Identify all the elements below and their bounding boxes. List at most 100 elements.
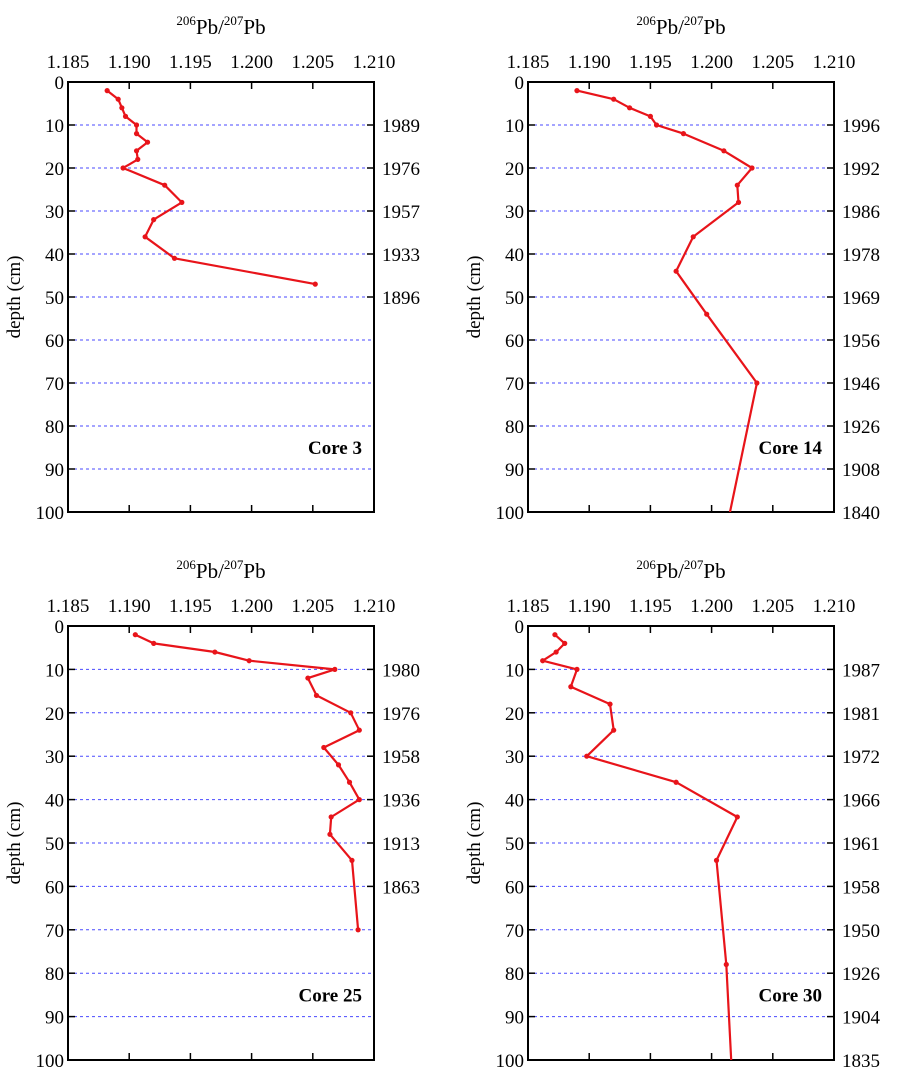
data-point — [653, 122, 660, 128]
y-tick-label: 90 — [45, 1008, 64, 1029]
date-tick-label: 1992 — [842, 159, 880, 180]
data-point — [346, 779, 353, 785]
y-tick-label: 20 — [505, 159, 524, 180]
data-point — [735, 199, 742, 205]
data-point — [356, 797, 362, 803]
x-tick-label: 1.200 — [230, 596, 273, 617]
data-point — [552, 632, 558, 638]
data-point — [133, 148, 140, 154]
title-isotope-superscript: 206 — [176, 13, 196, 28]
date-tick-label: 1904 — [842, 1008, 881, 1029]
x-tick-label: 1.190 — [108, 596, 151, 617]
core-label: Core 25 — [299, 985, 363, 1006]
data-point — [673, 268, 679, 274]
data-point — [151, 217, 157, 223]
date-tick-label: 1958 — [842, 877, 880, 898]
chart-title: 206Pb/207Pb — [176, 557, 265, 583]
data-series-line — [576, 89, 759, 512]
date-tick-label: 1896 — [382, 288, 420, 309]
y-tick-label: 30 — [505, 202, 524, 223]
data-point — [553, 649, 559, 655]
y-tick-label: 0 — [515, 617, 525, 638]
y-tick-label: 0 — [55, 617, 65, 638]
date-tick-label: 1969 — [842, 288, 880, 309]
x-tick-label: 1.190 — [108, 52, 151, 73]
data-point — [562, 640, 568, 646]
y-tick-label: 90 — [505, 460, 524, 481]
data-point — [312, 281, 318, 287]
x-tick-label: 1.185 — [47, 52, 90, 73]
y-tick-label: 100 — [36, 503, 65, 524]
y-tick-label: 30 — [505, 747, 524, 768]
date-tick-label: 1972 — [842, 747, 880, 768]
y-tick-label: 50 — [45, 834, 64, 855]
data-point — [104, 88, 110, 94]
data-point — [246, 658, 252, 664]
data-point — [584, 753, 590, 759]
y-tick-label: 30 — [45, 202, 64, 223]
title-element-text: Pb — [703, 559, 725, 583]
data-point — [574, 88, 580, 94]
y-tick-label: 50 — [45, 288, 64, 309]
x-tick-label: 1.195 — [169, 52, 212, 73]
date-tick-label: 1950 — [842, 921, 880, 942]
date-tick-label: 1966 — [842, 791, 880, 812]
data-point — [171, 255, 178, 261]
title-element-text: Pb — [703, 15, 725, 39]
x-tick-label: 1.200 — [690, 596, 733, 617]
y-axis-label: depth (cm) — [464, 802, 485, 885]
data-point — [749, 165, 755, 171]
date-tick-label: 1987 — [842, 660, 880, 681]
title-element-text: Pb/ — [656, 15, 684, 39]
data-point — [305, 675, 311, 681]
y-tick-label: 40 — [505, 791, 524, 812]
data-point — [348, 710, 354, 716]
y-tick-label: 90 — [45, 460, 64, 481]
y-tick-label: 60 — [505, 331, 524, 352]
data-point — [313, 692, 320, 699]
data-series-line — [106, 89, 316, 286]
y-tick-label: 70 — [45, 374, 64, 395]
data-point — [328, 814, 334, 820]
data-point — [356, 727, 362, 733]
panel-core-14: 0 10 20 30 40 50 60 70 80 90 100 1.185 1.190 1.195 1.2… — [464, 13, 880, 524]
y-tick-label: 0 — [515, 73, 525, 94]
y-tick-label: 70 — [45, 921, 64, 942]
x-tick-label: 1.185 — [47, 596, 90, 617]
y-tick-label: 40 — [45, 245, 64, 266]
date-tick-label: 1926 — [842, 417, 880, 438]
x-tick-label: 1.195 — [629, 596, 672, 617]
date-tick-label: 1980 — [382, 660, 420, 681]
title-isotope-superscript: 206 — [176, 557, 196, 572]
data-point — [626, 105, 633, 111]
x-tick-label: 1.200 — [230, 52, 273, 73]
x-tick-label: 1.205 — [751, 52, 794, 73]
data-point — [349, 857, 355, 863]
data-point — [133, 122, 140, 128]
y-tick-label: 0 — [55, 73, 65, 94]
x-tick-label: 1.205 — [291, 52, 334, 73]
y-tick-label: 60 — [45, 877, 64, 898]
y-tick-label: 20 — [505, 704, 524, 725]
date-tick-label: 1863 — [382, 877, 420, 898]
y-tick-label: 50 — [505, 288, 524, 309]
data-point — [355, 927, 361, 933]
date-tick-label: 1956 — [842, 331, 880, 352]
data-point — [133, 131, 140, 137]
x-tick-label: 1.190 — [568, 596, 611, 617]
x-tick-label: 1.195 — [169, 596, 212, 617]
data-point — [212, 649, 218, 655]
y-tick-label: 10 — [45, 660, 64, 681]
y-tick-label: 60 — [505, 877, 524, 898]
core-label: Core 14 — [759, 438, 823, 459]
core-label: Core 3 — [308, 438, 362, 459]
y-tick-label: 50 — [505, 834, 524, 855]
data-point — [607, 701, 613, 707]
data-point — [721, 148, 727, 154]
data-point — [734, 182, 740, 188]
y-tick-label: 30 — [45, 747, 64, 768]
data-point — [335, 762, 342, 768]
title-isotope-superscript: 206 — [636, 13, 656, 28]
date-tick-label: 1978 — [842, 245, 880, 266]
y-axis-label: depth (cm) — [4, 802, 25, 885]
